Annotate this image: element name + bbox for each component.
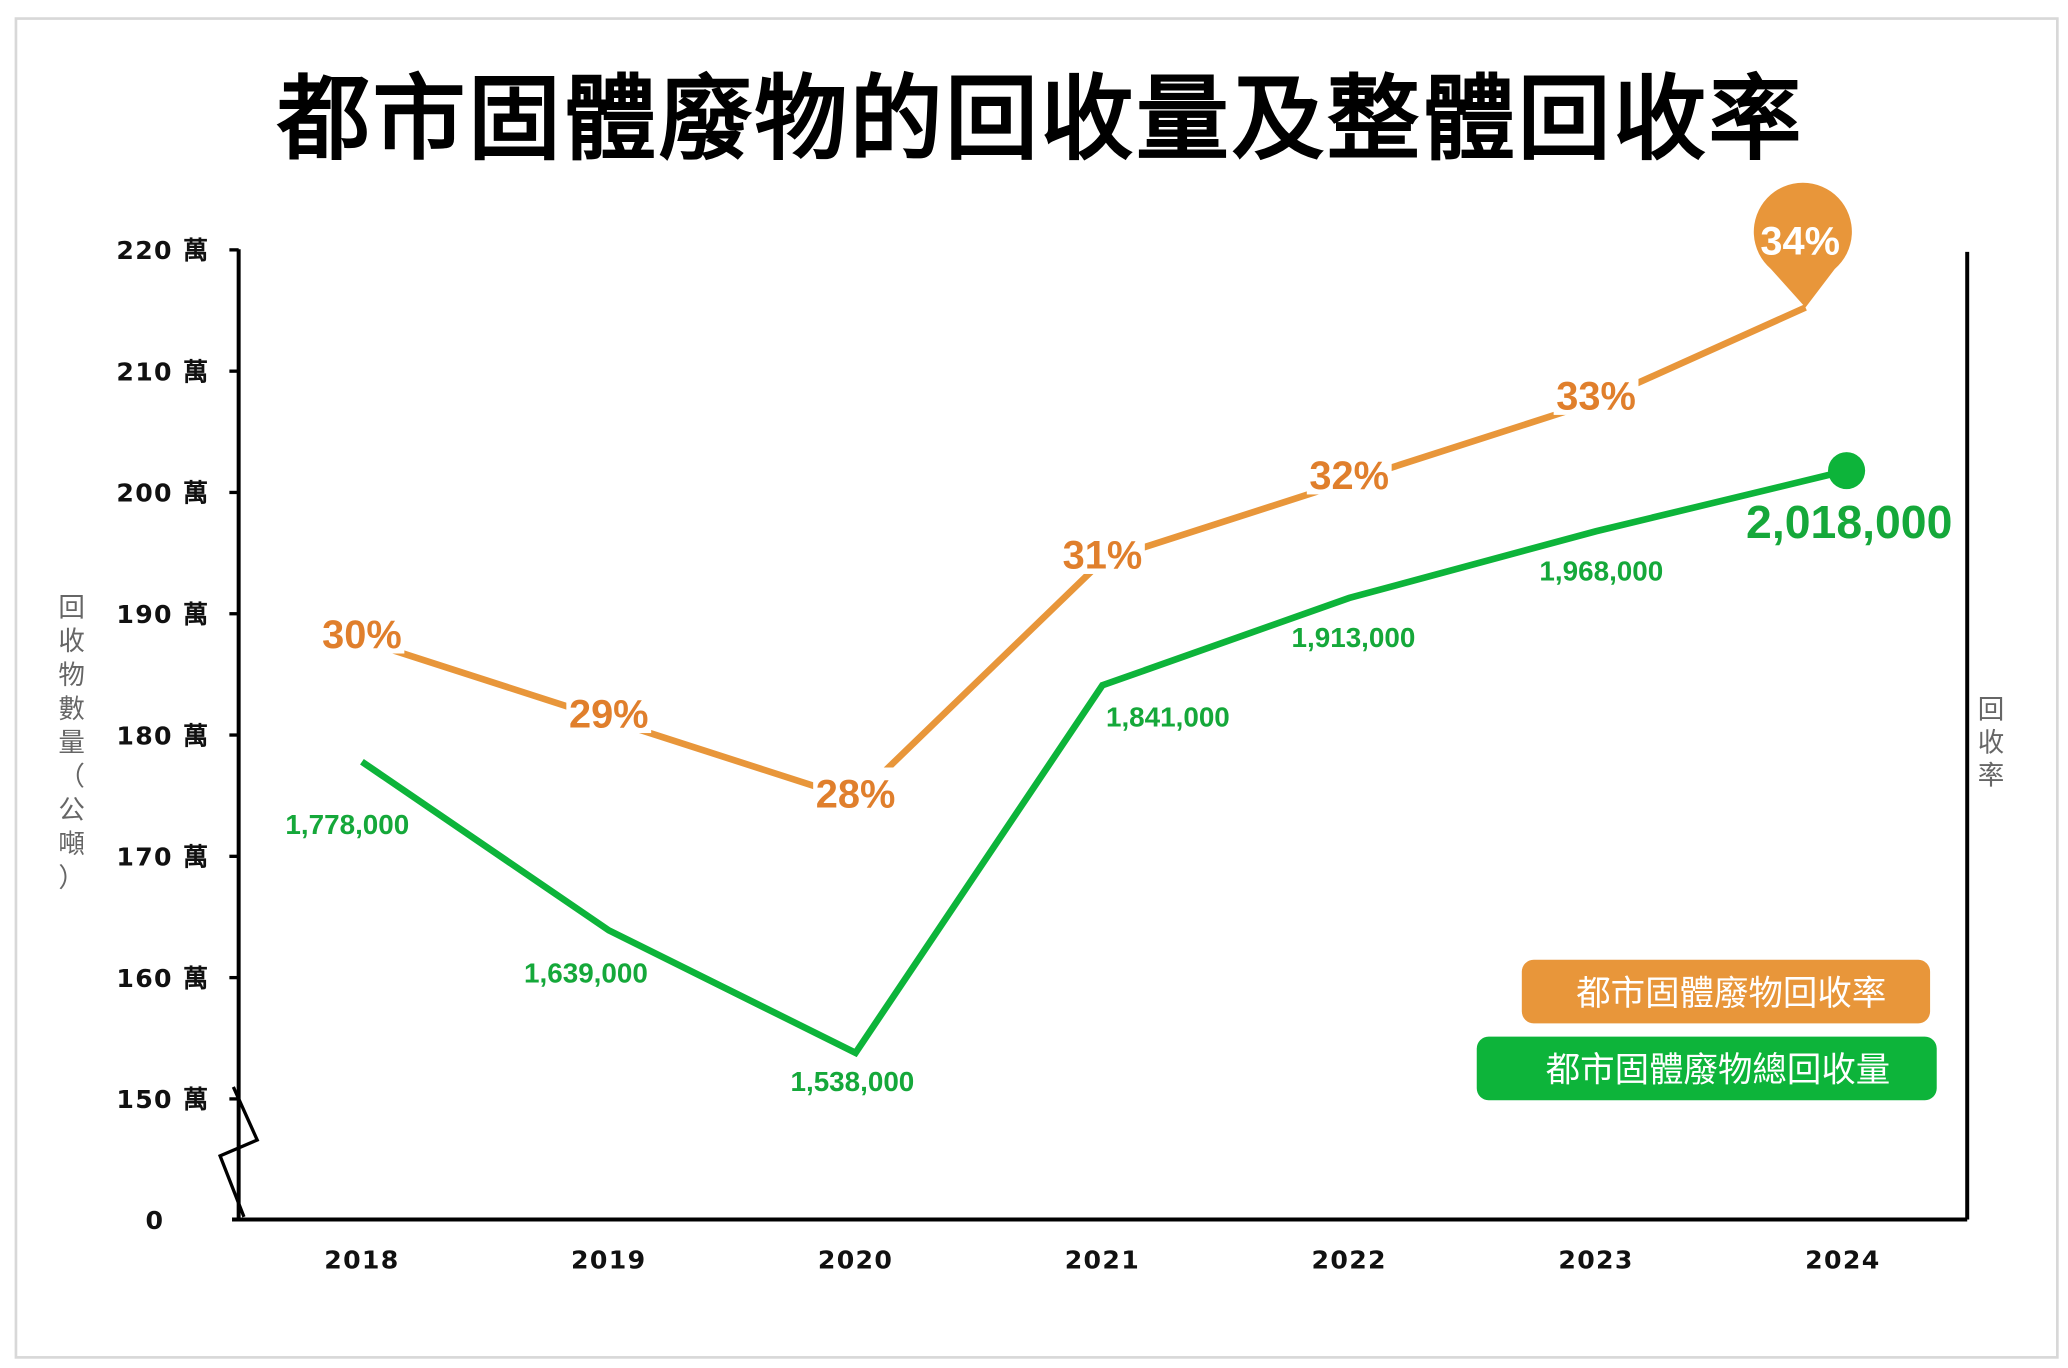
location-pin-icon [1753,182,1852,308]
label-backing [1059,528,1145,574]
y-tick-label: 0 [146,1206,165,1235]
x-tick-label: 2024 [1805,1246,1880,1275]
y-tick-label: 190 萬 [116,600,209,629]
label-backing [319,608,405,654]
rate-data-label: 33% [1556,375,1636,419]
axes: 0 150 萬 160 萬 170 萬 180 萬 190 萬 200 萬 210 萬 220 … [58,236,2004,1274]
x-tick-label: 2022 [1312,1246,1387,1275]
x-tick-label: 2023 [1558,1246,1633,1275]
rate-data-label: 28% [816,772,896,816]
y-tick-label: 150 萬 [116,1085,209,1114]
label-backing [1553,369,1639,415]
total-data-label: 1,841,000 [1106,701,1230,732]
total-data-label: 1,639,000 [524,957,648,988]
y-tick-label: 180 萬 [116,721,209,750]
axis-break-icon [217,1086,260,1218]
y-tick-label: 210 萬 [116,357,209,386]
label-backing [566,687,652,734]
chart-title: 都市固體廢物的回收量及整體回收率 [276,65,1804,173]
frame-border [14,17,2059,1359]
label-backing [1306,449,1392,495]
x-tick-label: 2019 [571,1246,646,1275]
total-data-label: 1,778,000 [285,809,409,840]
x-tick-label: 2021 [1065,1246,1140,1275]
total-data-label: 1,538,000 [790,1066,914,1097]
y2-axis-title: 回收率 [1978,694,2004,791]
rate-data-label: 32% [1309,454,1389,498]
legend-item-total-recycled [1476,1036,1937,1101]
y-tick-label: 200 萬 [116,479,209,508]
legend-item-recycling-rate [1521,959,1931,1024]
rate-data-label: 31% [1063,534,1143,578]
rate-data-label: 34% [1760,220,1840,264]
labels-layer: 30% 29% 28% 31% 32% 33% 34% 1,778,000 1,639,000 1… [285,220,1952,1097]
label-backing [813,767,898,813]
x-tick-label: 2018 [324,1246,399,1275]
rate-data-label: 30% [322,613,402,657]
series-line-total-recycled [360,467,1848,1058]
total-data-label: 1,968,000 [1539,556,1663,587]
y-tick-label: 160 萬 [116,964,209,993]
data-point-end-marker [1828,452,1866,490]
total-data-label: 1,913,000 [1292,622,1416,653]
x-tick-label: 2020 [818,1246,893,1275]
y-tick-label: 220 萬 [116,236,209,265]
rate-data-label: 29% [569,693,649,737]
y-axis-title: 回收物數量（公噸） [58,592,85,893]
y-tick-label: 170 萬 [116,843,209,872]
legend-label: 都市固體廢物回收率 [1576,974,1886,1014]
legend-label: 都市固體廢物總回收量 [1546,1051,1891,1091]
total-data-label: 2,018,000 [1746,496,1952,548]
